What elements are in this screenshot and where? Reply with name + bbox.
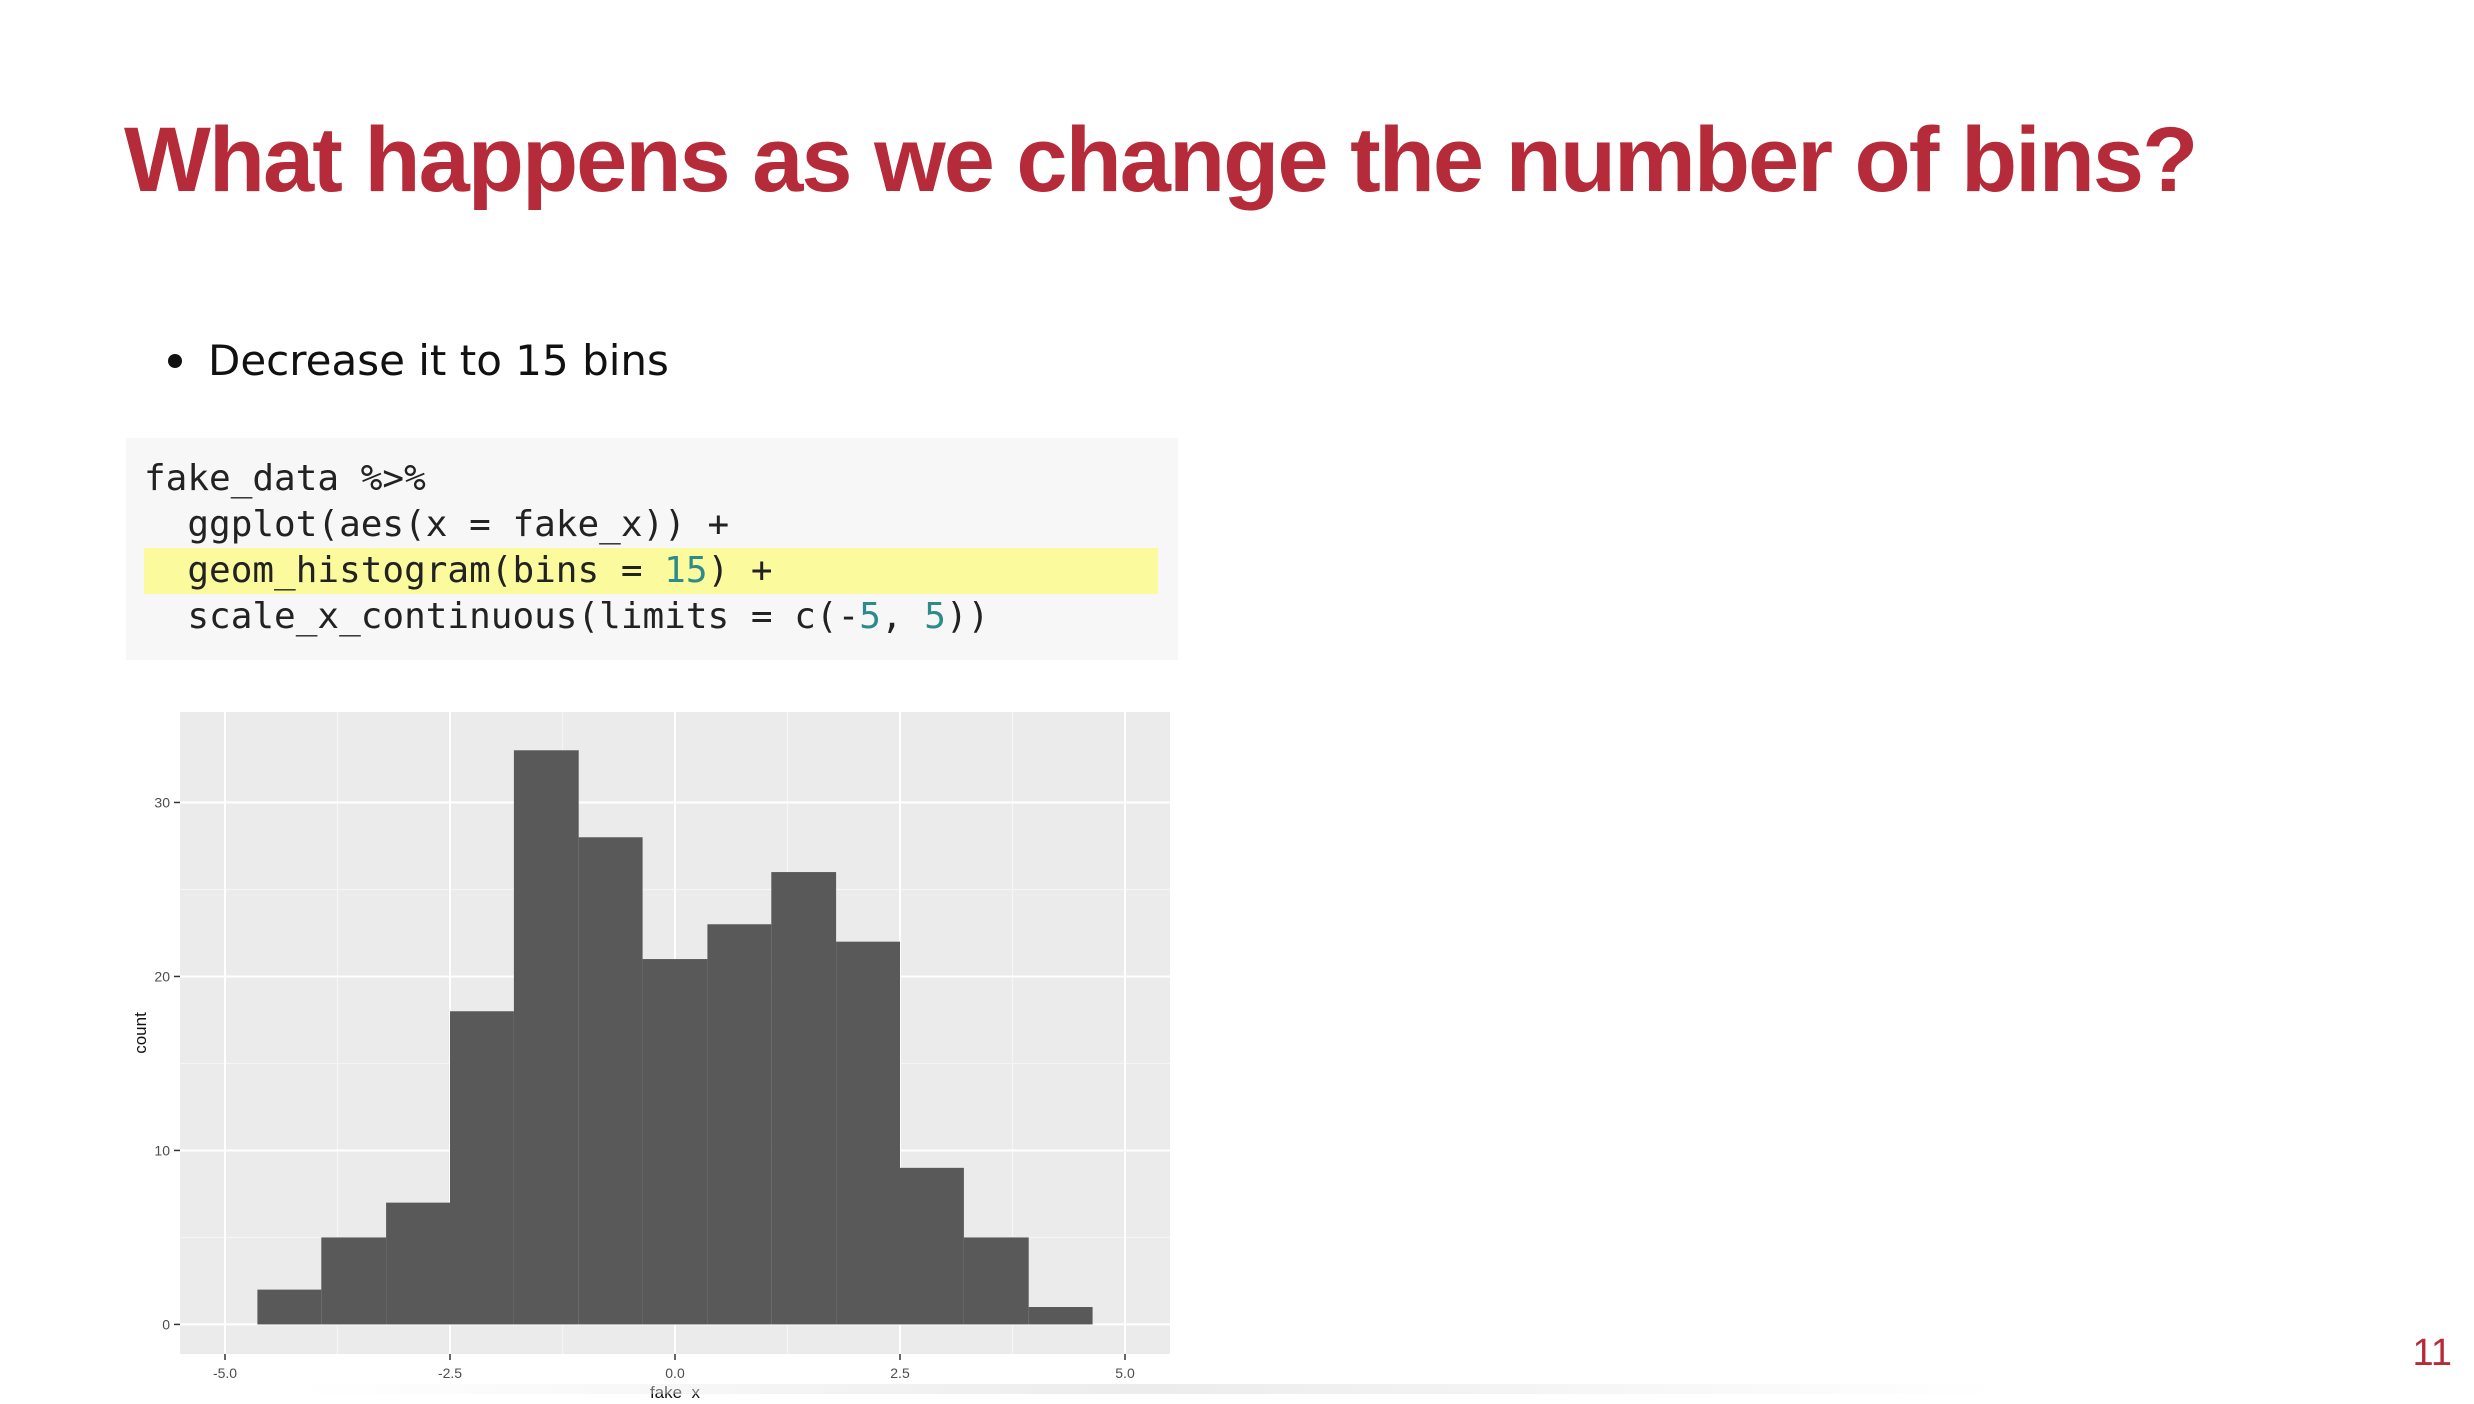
y-tick-label: 30 <box>154 794 170 810</box>
slide-title: What happens as we change the number of … <box>124 109 2198 211</box>
histogram-bar <box>257 1289 322 1325</box>
histogram-bar <box>642 959 708 1325</box>
bullet-dot-icon <box>168 353 182 368</box>
bullet-list: Decrease it to 15 bins <box>168 336 669 385</box>
histogram-bar <box>707 924 772 1325</box>
code-line-4: scale_x_continuous(limits = c(-5, 5)) <box>144 594 989 640</box>
x-tick-label: 2.5 <box>890 1365 910 1381</box>
histogram-bar <box>836 941 900 1325</box>
code-text: scale_x_continuous(limits = c(- <box>144 596 860 637</box>
bullet-text: Decrease it to 15 bins <box>208 336 669 385</box>
histogram-bar <box>963 1237 1029 1325</box>
y-tick-label: 10 <box>154 1142 170 1158</box>
x-tick-label: -5.0 <box>213 1365 237 1381</box>
code-text: , <box>880 596 925 637</box>
code-text: ggplot(aes(x = fake_x)) + <box>144 504 730 545</box>
code-text: geom_histogram(bins = <box>144 550 665 591</box>
code-number: 5 <box>859 596 881 637</box>
histogram-bar <box>900 1167 964 1325</box>
footer-shade <box>300 1384 2000 1394</box>
code-block: fake_data %>% ggplot(aes(x = fake_x)) + … <box>126 438 1178 660</box>
code-line-3-highlighted: geom_histogram(bins = 15) + <box>144 548 1158 594</box>
histogram-bar <box>321 1237 387 1325</box>
code-text: ) + <box>707 550 773 591</box>
histogram-bar <box>578 837 643 1325</box>
x-tick-label: -2.5 <box>438 1365 462 1381</box>
y-tick-label: 20 <box>154 968 170 984</box>
histogram-bar <box>450 1011 514 1325</box>
x-tick-label: 0.0 <box>665 1365 685 1381</box>
histogram-bar <box>771 872 837 1325</box>
code-line-1: fake_data %>% <box>144 456 426 502</box>
x-tick-label: 5.0 <box>1115 1365 1135 1381</box>
histogram-bar <box>386 1202 450 1325</box>
code-number: 5 <box>924 596 946 637</box>
code-text: fake_data %>% <box>144 458 426 499</box>
y-tick-label: 0 <box>162 1316 170 1332</box>
page-number: 11 <box>2412 1332 2452 1374</box>
y-axis-title: count <box>131 1012 150 1054</box>
histogram-bar <box>513 750 579 1325</box>
code-line-2: ggplot(aes(x = fake_x)) + <box>144 502 729 548</box>
code-number: 15 <box>664 550 708 591</box>
histogram-bar <box>1028 1307 1093 1325</box>
code-text: )) <box>945 596 990 637</box>
bullet-item: Decrease it to 15 bins <box>168 336 669 385</box>
